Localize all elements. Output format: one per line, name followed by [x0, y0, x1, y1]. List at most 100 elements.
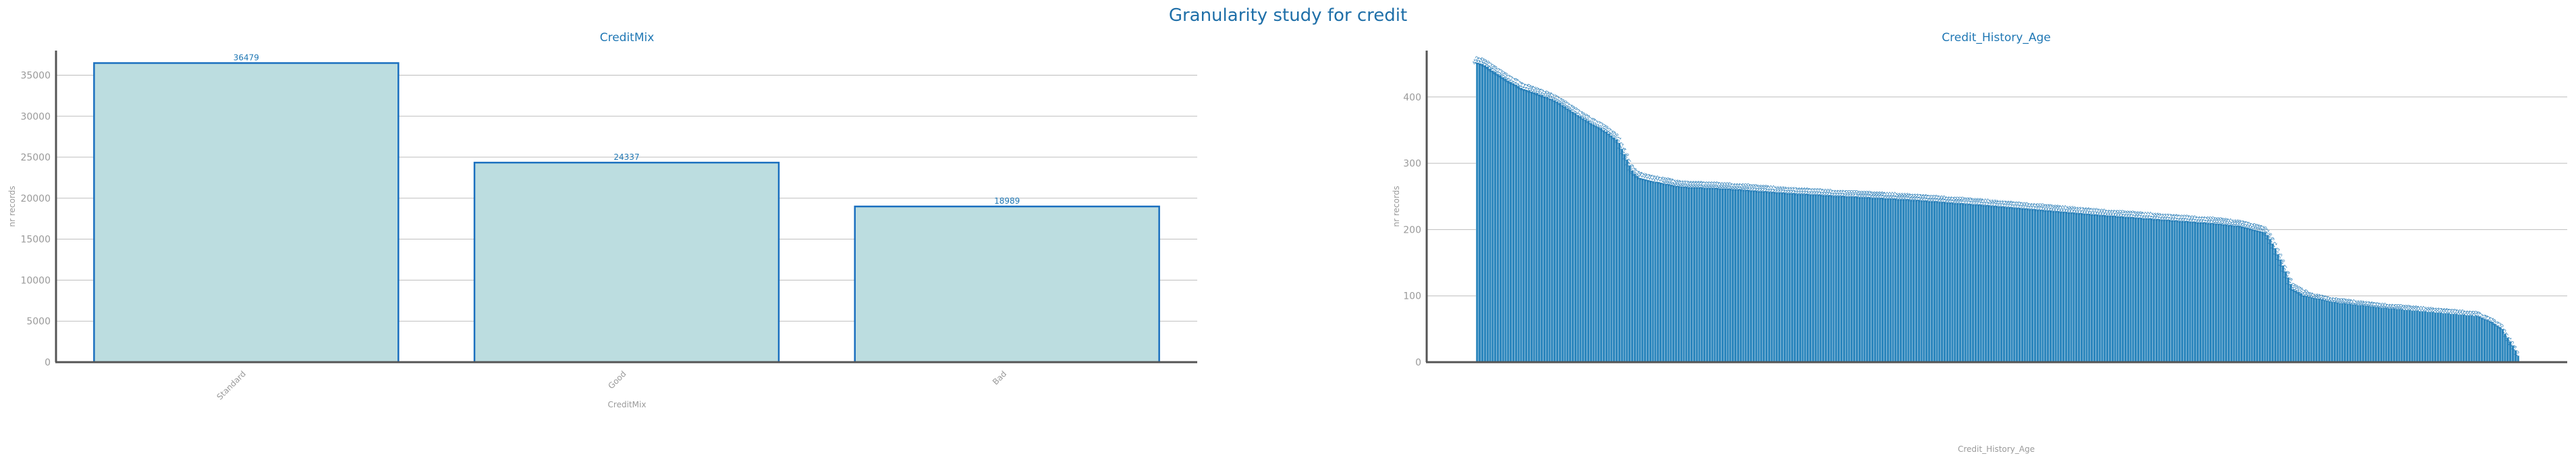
- bar: [1659, 182, 1662, 363]
- bar: [2413, 310, 2417, 363]
- bar: [2372, 306, 2375, 363]
- data-label: 74: [2438, 307, 2446, 315]
- y-axis-label: nr records: [7, 186, 17, 227]
- bar: [1587, 121, 1590, 363]
- bar: [2186, 221, 2189, 363]
- bar: [1563, 106, 1567, 363]
- bar: [1646, 179, 1649, 363]
- bar: [1566, 108, 1569, 363]
- bar: [2411, 310, 2414, 363]
- bar: [2418, 311, 2421, 363]
- bar: [1597, 126, 1600, 363]
- bar: [2320, 299, 2324, 363]
- bar: [1643, 179, 1647, 363]
- bar: [1981, 204, 1985, 363]
- bar: [2015, 207, 2019, 363]
- bar: [1607, 133, 1611, 363]
- bar: [1525, 89, 1528, 363]
- bar: [1814, 194, 1817, 363]
- bar: [1762, 191, 1765, 363]
- bar: [1796, 194, 1799, 363]
- bar: [1543, 96, 1546, 363]
- bar: [1834, 196, 1838, 363]
- bar: [2276, 254, 2280, 363]
- data-label: 91: [2327, 296, 2334, 304]
- bar: [1744, 190, 1747, 363]
- data-label: 74: [2441, 307, 2449, 315]
- bar: [1799, 194, 1802, 363]
- bar: [1669, 184, 1673, 363]
- bar: [1858, 197, 1861, 363]
- data-label: 93: [2322, 295, 2329, 303]
- bar: [2351, 304, 2355, 363]
- data-label: 97: [2309, 292, 2316, 300]
- bar: [2299, 293, 2303, 363]
- bar: [2309, 297, 2313, 363]
- bar: [2322, 299, 2326, 363]
- bar: [2023, 208, 2027, 363]
- y-tick-label: 400: [1403, 92, 1421, 103]
- bar: [2486, 319, 2489, 363]
- data-label: 78: [2412, 304, 2419, 312]
- bar: [2353, 304, 2357, 363]
- bar: [1759, 191, 1763, 363]
- bar: [2095, 214, 2099, 363]
- data-label: 80: [2392, 303, 2399, 311]
- bar: [2106, 215, 2109, 363]
- bar: [1920, 200, 1923, 363]
- data-label: 89: [2335, 297, 2342, 306]
- bar: [1545, 96, 1549, 363]
- bar: [1889, 198, 1892, 363]
- bar: [1780, 192, 1784, 363]
- bar: [2263, 232, 2267, 363]
- bar: [1527, 90, 1531, 363]
- bar: [1728, 188, 1732, 363]
- bar: [1620, 148, 1624, 363]
- data-label: 77: [2417, 305, 2425, 313]
- bar: [1475, 62, 1479, 363]
- bar: [1793, 193, 1797, 363]
- bar: [1535, 92, 1539, 363]
- bar: [1783, 192, 1786, 363]
- bar: [1633, 173, 1637, 363]
- bar: [1790, 193, 1794, 363]
- bar: [2219, 223, 2223, 363]
- data-label: 36479: [234, 53, 259, 62]
- bar: [1935, 200, 1939, 363]
- bar: [2467, 315, 2471, 363]
- bar: [2325, 300, 2328, 363]
- x-tick-label: Bad: [991, 369, 1008, 386]
- y-tick-label: 25000: [20, 152, 51, 163]
- bars: [93, 62, 1160, 364]
- bar: [1884, 198, 1887, 363]
- bar: [2271, 243, 2274, 363]
- data-label: 71: [2464, 309, 2471, 317]
- data-label: 72: [2454, 308, 2461, 316]
- bar: [2405, 310, 2409, 363]
- bar: [1830, 195, 1833, 363]
- data-label: 79: [2399, 303, 2407, 312]
- bar: [1680, 186, 1683, 363]
- bar: [2160, 219, 2164, 363]
- bar: [1483, 65, 1487, 363]
- data-label: 89: [2340, 297, 2347, 306]
- bar: [1775, 192, 1778, 363]
- bar: [1990, 205, 1993, 363]
- bar: [93, 62, 400, 364]
- bar: [2189, 221, 2192, 363]
- bar: [1925, 200, 1928, 363]
- bar: [1491, 70, 1494, 363]
- bar: [1755, 190, 1758, 363]
- bar: [1977, 204, 1980, 363]
- bar: [1581, 118, 1585, 363]
- data-label: 75: [2436, 306, 2443, 314]
- data-label: 10: [2513, 349, 2521, 357]
- bar: [1806, 194, 1809, 363]
- bar: [1716, 187, 1719, 363]
- bar: [1615, 139, 1618, 363]
- bar: [1832, 196, 1836, 363]
- bar: [2346, 303, 2349, 363]
- data-label: 55: [2492, 320, 2500, 328]
- data-label: 31: [2505, 336, 2513, 344]
- bar: [2046, 210, 2050, 363]
